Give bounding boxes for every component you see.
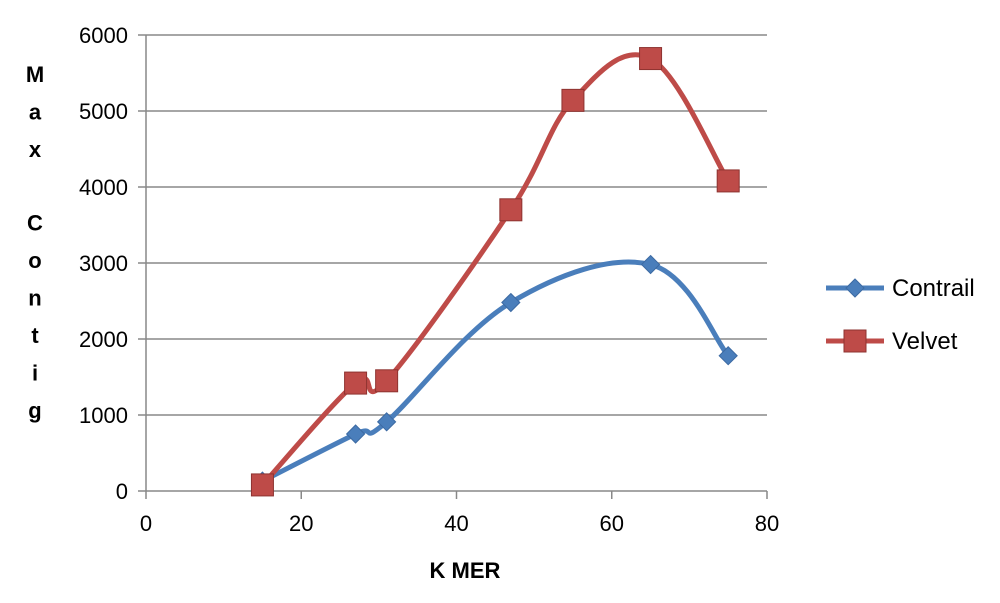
y-tick-label: 4000 bbox=[79, 175, 128, 200]
velvet-data-point bbox=[716, 169, 740, 193]
velvet-data-point bbox=[375, 369, 399, 393]
y-tick-label: 6000 bbox=[79, 23, 128, 48]
y-tick-label: 2000 bbox=[79, 327, 128, 352]
contrail-line bbox=[259, 259, 731, 484]
legend-item-velvet: Velvet bbox=[826, 328, 958, 355]
x-axis-title: K MER bbox=[430, 558, 501, 583]
velvet-data-point bbox=[639, 47, 663, 71]
contrail-data-point bbox=[640, 254, 661, 275]
y-axis-title-letter: M bbox=[26, 62, 44, 87]
velvet-data-point bbox=[561, 88, 585, 112]
x-tick-label: 0 bbox=[140, 511, 152, 536]
series-contrail bbox=[252, 254, 738, 491]
axes bbox=[138, 34, 768, 499]
series-velvet bbox=[250, 47, 740, 497]
y-axis-title-letter: n bbox=[28, 286, 41, 311]
y-tick-label: 3000 bbox=[79, 251, 128, 276]
y-axis-title-letter: a bbox=[29, 100, 42, 125]
legend-marker-velvet bbox=[843, 329, 867, 353]
y-tick-labels: 0 1000 2000 3000 4000 5000 6000 bbox=[79, 23, 128, 504]
velvet-data-point bbox=[499, 198, 523, 222]
y-axis-title-letter: x bbox=[29, 137, 42, 162]
y-tick-label: 0 bbox=[116, 479, 128, 504]
legend-item-contrail: Contrail bbox=[826, 275, 975, 302]
legend-label-contrail: Contrail bbox=[892, 275, 975, 302]
y-axis-title-letter: i bbox=[32, 361, 38, 386]
velvet-data-point bbox=[344, 371, 368, 395]
y-axis-title-letter: o bbox=[28, 248, 41, 273]
x-tick-labels: 0 20 40 60 80 bbox=[140, 511, 779, 536]
x-tick-label: 80 bbox=[755, 511, 779, 536]
legend-label-velvet: Velvet bbox=[892, 328, 958, 355]
y-axis-title-letter: t bbox=[31, 323, 39, 348]
x-tick-label: 60 bbox=[600, 511, 624, 536]
legend: Contrail Velvet bbox=[826, 275, 975, 355]
contrail-data-point bbox=[501, 292, 521, 313]
y-tick-label: 1000 bbox=[79, 403, 128, 428]
y-axis-title-letter: C bbox=[27, 211, 43, 236]
x-tick-label: 20 bbox=[289, 511, 313, 536]
legend-marker-contrail bbox=[845, 278, 865, 298]
series-layer bbox=[250, 47, 740, 497]
contrail-data-point bbox=[376, 412, 397, 432]
x-tick-label: 40 bbox=[444, 511, 468, 536]
contrail-data-point bbox=[345, 424, 366, 444]
contrail-data-point bbox=[718, 346, 738, 366]
velvet-data-point bbox=[250, 473, 274, 497]
y-axis-title-letter: g bbox=[28, 398, 41, 423]
y-tick-label: 5000 bbox=[79, 99, 128, 124]
gridlines bbox=[146, 34, 767, 416]
